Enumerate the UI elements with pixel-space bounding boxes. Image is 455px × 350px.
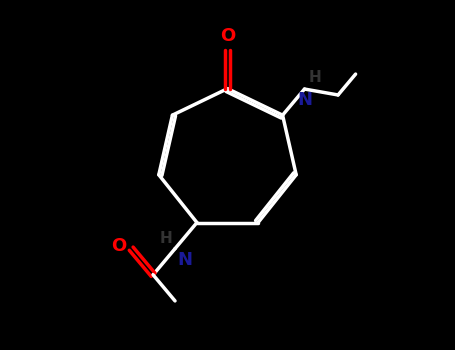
Text: O: O xyxy=(220,27,235,44)
Text: H: H xyxy=(308,70,321,85)
Text: H: H xyxy=(160,231,173,246)
Text: N: N xyxy=(297,91,312,109)
Text: O: O xyxy=(111,237,126,256)
Text: N: N xyxy=(177,251,192,269)
